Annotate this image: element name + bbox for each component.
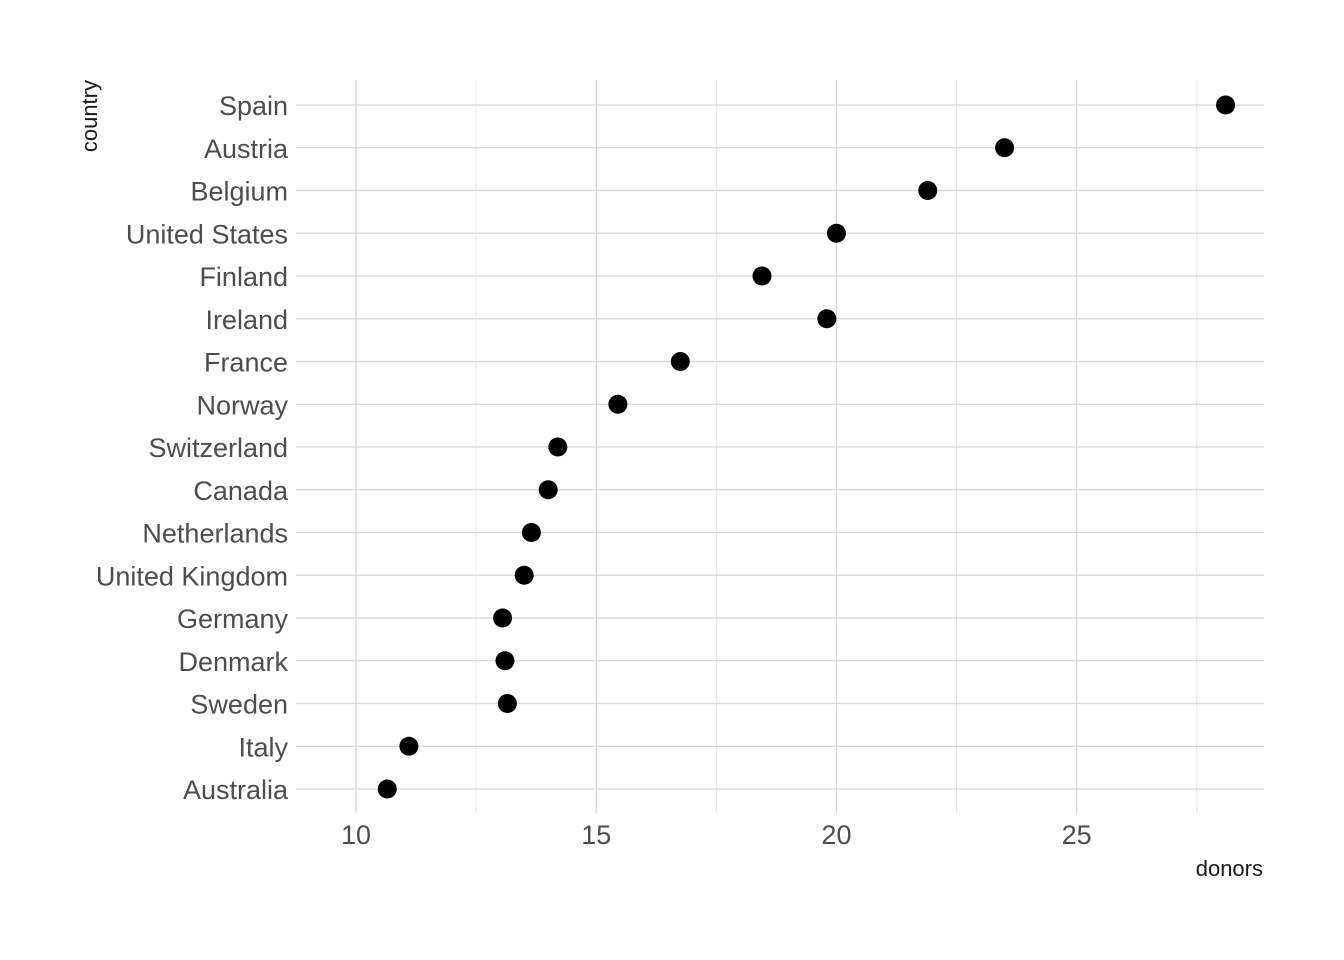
y-tick-label: Germany bbox=[177, 604, 289, 634]
y-tick-label: Sweden bbox=[190, 690, 288, 720]
y-tick-label: France bbox=[204, 348, 288, 378]
y-tick-label: Australia bbox=[183, 775, 289, 805]
data-point bbox=[514, 565, 534, 585]
y-tick-label: Austria bbox=[204, 134, 289, 164]
data-point bbox=[817, 309, 837, 329]
data-point bbox=[377, 779, 397, 799]
data-point bbox=[548, 437, 568, 457]
x-axis-title: donors bbox=[1196, 856, 1263, 881]
data-point bbox=[495, 651, 515, 671]
x-tick-label: 15 bbox=[581, 820, 611, 850]
data-point bbox=[918, 181, 938, 200]
data-point bbox=[538, 480, 558, 500]
y-tick-label: Finland bbox=[199, 262, 288, 292]
data-point bbox=[493, 608, 513, 628]
major-y-gridlines bbox=[296, 104, 1264, 790]
y-tick-label: Ireland bbox=[205, 305, 288, 335]
y-tick-label: Spain bbox=[219, 91, 288, 121]
data-point bbox=[497, 694, 517, 713]
y-tick-label: Netherlands bbox=[142, 519, 288, 549]
x-tick-labels: 10 15 20 25 bbox=[341, 820, 1092, 850]
data-point bbox=[1216, 95, 1236, 115]
x-tick-label: 20 bbox=[821, 820, 851, 850]
y-tick-labels: Spain Austria Belgium United States Finland I… bbox=[96, 91, 289, 805]
x-tick-label: 10 bbox=[341, 820, 371, 850]
y-axis-title: country bbox=[77, 80, 102, 152]
data-point bbox=[399, 736, 419, 756]
y-tick-label: Canada bbox=[193, 476, 289, 506]
y-tick-label: United States bbox=[126, 219, 288, 249]
y-tick-label: Denmark bbox=[178, 647, 288, 677]
data-point bbox=[608, 394, 628, 414]
x-tick-label: 25 bbox=[1062, 820, 1092, 850]
y-tick-label: Belgium bbox=[190, 177, 288, 207]
data-point bbox=[995, 138, 1015, 158]
y-tick-label: Italy bbox=[238, 732, 288, 762]
data-point bbox=[670, 352, 690, 371]
data-points bbox=[377, 95, 1236, 799]
y-tick-label: United Kingdom bbox=[96, 561, 288, 591]
data-point bbox=[752, 266, 772, 286]
data-point bbox=[521, 523, 541, 542]
data-point bbox=[826, 223, 846, 243]
y-tick-label: Switzerland bbox=[148, 433, 288, 463]
y-tick-label: Norway bbox=[196, 390, 288, 420]
